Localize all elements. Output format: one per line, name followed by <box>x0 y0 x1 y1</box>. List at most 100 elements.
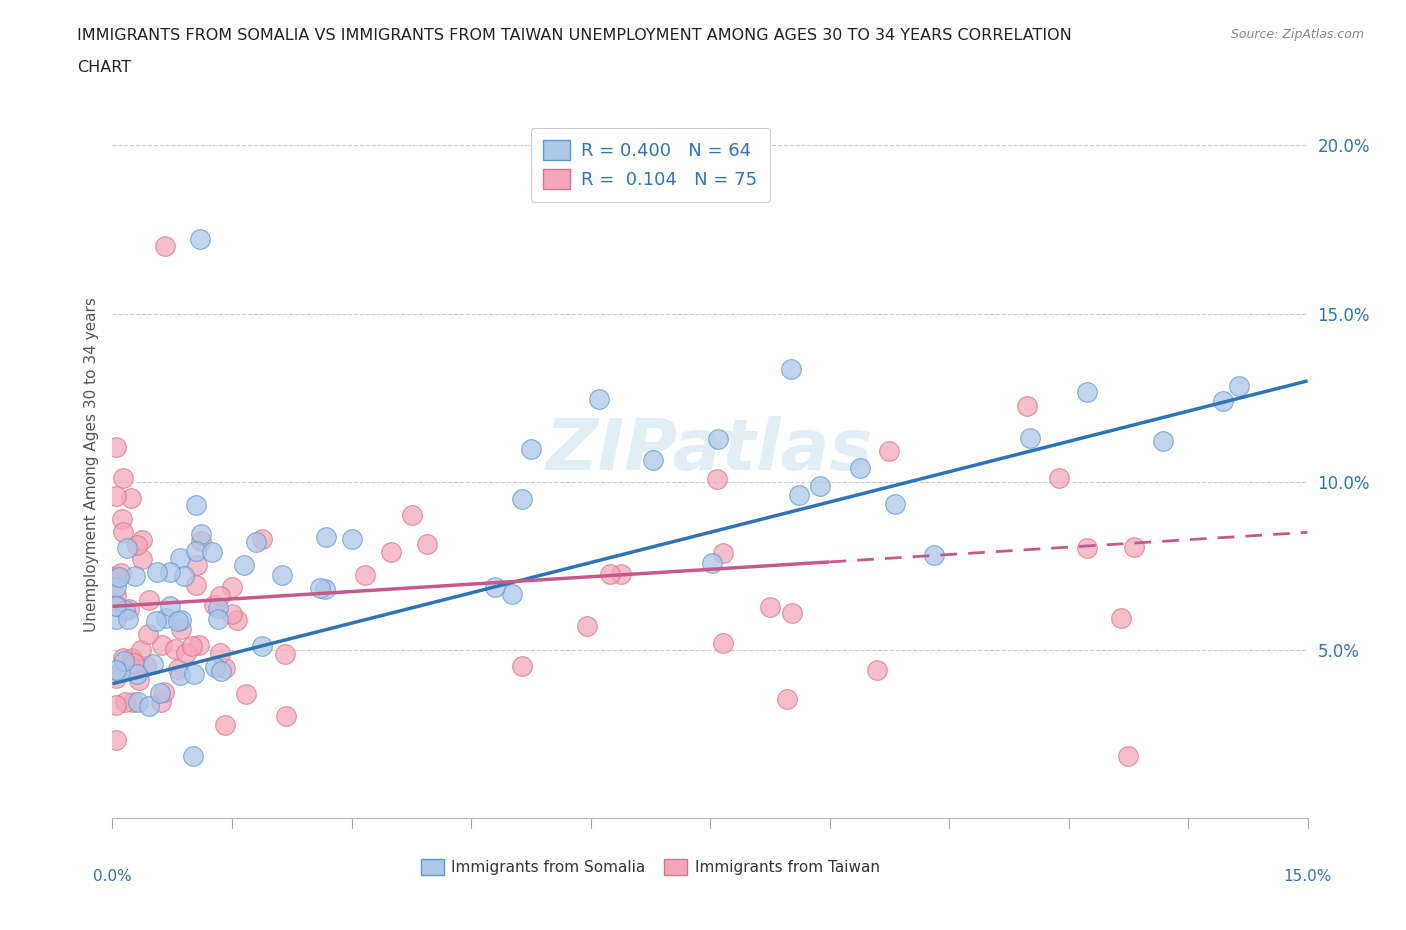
Point <box>1212 393 1234 408</box>
Point <box>1152 433 1174 448</box>
Point <box>173 569 195 584</box>
Point <box>112 651 135 666</box>
Point <box>163 642 186 657</box>
Point <box>245 534 267 549</box>
Point <box>354 567 377 582</box>
Point <box>610 566 633 581</box>
Point <box>105 568 128 583</box>
Point <box>208 589 231 604</box>
Point <box>181 749 204 764</box>
Point <box>1047 471 1070 485</box>
Point <box>221 606 243 621</box>
Point <box>114 603 136 618</box>
Point <box>866 662 889 677</box>
Point <box>127 658 149 672</box>
Point <box>122 695 145 710</box>
Point <box>235 686 257 701</box>
Point <box>232 558 254 573</box>
Text: IMMIGRANTS FROM SOMALIA VS IMMIGRANTS FROM TAIWAN UNEMPLOYMENT AMONG AGES 30 TO : IMMIGRANTS FROM SOMALIA VS IMMIGRANTS FR… <box>77 28 1073 43</box>
Point <box>169 667 191 682</box>
Point <box>484 579 506 594</box>
Point <box>112 654 135 669</box>
Point <box>186 558 208 573</box>
Point <box>118 602 141 617</box>
Point <box>201 544 224 559</box>
Point <box>706 472 728 487</box>
Point <box>145 614 167 629</box>
Point <box>276 709 298 724</box>
Point <box>169 612 191 627</box>
Point <box>150 638 173 653</box>
Point <box>149 695 172 710</box>
Point <box>188 232 211 247</box>
Point <box>121 651 143 666</box>
Point <box>776 691 799 706</box>
Point <box>105 612 128 627</box>
Point <box>105 439 128 454</box>
Point <box>135 658 157 673</box>
Point <box>174 645 197 660</box>
Point <box>1227 379 1250 393</box>
Point <box>131 551 153 566</box>
Text: 0.0%: 0.0% <box>93 869 132 883</box>
Point <box>183 667 205 682</box>
Point <box>214 718 236 733</box>
Text: Source: ZipAtlas.com: Source: ZipAtlas.com <box>1230 28 1364 41</box>
Point <box>1015 399 1038 414</box>
Point <box>129 643 152 658</box>
Point <box>1076 385 1098 400</box>
Point <box>136 626 159 641</box>
Point <box>1109 610 1132 625</box>
Point <box>416 537 439 551</box>
Point <box>180 639 202 654</box>
Point <box>340 532 363 547</box>
Point <box>111 471 134 485</box>
Point <box>250 638 273 653</box>
Point <box>188 638 211 653</box>
Point <box>184 578 207 592</box>
Point <box>588 392 610 406</box>
Point <box>510 491 533 506</box>
Point <box>711 635 734 650</box>
Point <box>142 657 165 671</box>
Point <box>643 452 665 467</box>
Point <box>759 600 782 615</box>
Point <box>221 579 243 594</box>
Point <box>711 546 734 561</box>
Point <box>707 432 730 446</box>
Point <box>105 489 128 504</box>
Point <box>131 533 153 548</box>
Point <box>108 569 131 584</box>
Point <box>270 567 292 582</box>
Point <box>274 646 297 661</box>
Point <box>1076 540 1098 555</box>
Point <box>512 658 534 673</box>
Point <box>127 695 149 710</box>
Point <box>111 525 134 540</box>
Point <box>149 686 172 701</box>
Point <box>401 508 423 523</box>
Point <box>922 547 945 562</box>
Point <box>108 664 131 679</box>
Point <box>167 662 190 677</box>
Legend: Immigrants from Somalia, Immigrants from Taiwan: Immigrants from Somalia, Immigrants from… <box>415 853 886 882</box>
Point <box>780 605 803 620</box>
Point <box>138 698 160 713</box>
Point <box>114 695 136 710</box>
Point <box>105 588 128 603</box>
Point <box>520 442 543 457</box>
Point <box>125 538 148 552</box>
Point <box>214 660 236 675</box>
Point <box>110 565 132 580</box>
Point <box>207 601 229 616</box>
Point <box>167 614 190 629</box>
Point <box>105 671 128 685</box>
Point <box>204 660 226 675</box>
Point <box>209 663 232 678</box>
Point <box>105 597 128 612</box>
Point <box>315 529 337 544</box>
Point <box>105 663 128 678</box>
Point <box>190 533 212 548</box>
Point <box>1116 749 1139 764</box>
Point <box>879 444 901 458</box>
